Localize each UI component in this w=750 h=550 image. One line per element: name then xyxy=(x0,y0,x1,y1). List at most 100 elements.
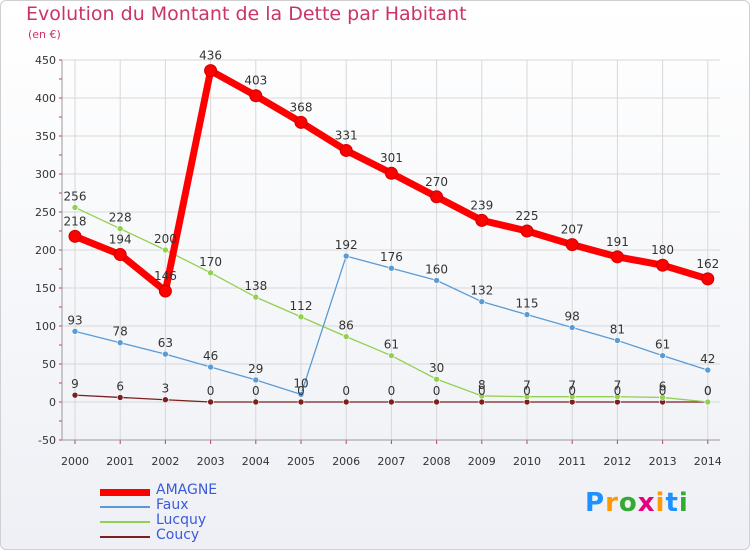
data-label-amagne: 146 xyxy=(154,269,177,283)
data-label-amagne: 191 xyxy=(606,235,629,249)
data-point-lucquy xyxy=(478,392,486,400)
data-label-lucquy: 228 xyxy=(109,211,132,225)
data-label-faux: 10 xyxy=(293,376,308,390)
data-point-faux xyxy=(297,391,305,398)
data-label-amagne: 239 xyxy=(470,198,493,212)
data-label-amagne: 180 xyxy=(651,243,674,257)
data-label-lucquy: 30 xyxy=(429,361,444,375)
data-label-lucquy: 200 xyxy=(154,232,177,246)
data-point-faux xyxy=(116,339,124,347)
x-tick-label: 2002 xyxy=(151,455,179,468)
x-tick-label: 2003 xyxy=(197,455,225,468)
data-point-coucy xyxy=(71,391,79,399)
data-label-lucquy: 112 xyxy=(290,299,313,313)
data-label-coucy: 0 xyxy=(568,384,576,398)
data-label-lucquy: 61 xyxy=(384,338,399,352)
x-tick-label: 2007 xyxy=(377,455,405,468)
data-point-lucquy xyxy=(297,313,305,321)
data-label-amagne: 162 xyxy=(696,257,719,271)
data-point-amagne xyxy=(565,238,579,252)
x-tick-label: 2014 xyxy=(694,455,722,468)
data-label-coucy: 0 xyxy=(614,384,622,398)
data-point-lucquy xyxy=(342,333,350,340)
data-label-faux: 115 xyxy=(516,297,539,311)
data-label-amagne: 403 xyxy=(244,74,267,88)
data-labels: 2181941464364033683313012702392252071911… xyxy=(64,49,720,398)
data-label-coucy: 3 xyxy=(162,382,170,396)
data-label-coucy: 0 xyxy=(252,384,260,398)
data-label-faux: 29 xyxy=(248,362,263,376)
data-point-amagne xyxy=(520,224,534,238)
data-label-lucquy: 86 xyxy=(339,319,354,333)
data-point-amagne xyxy=(384,166,398,180)
data-point-lucquy xyxy=(523,393,531,400)
data-point-coucy xyxy=(207,398,214,406)
data-point-lucquy xyxy=(704,398,712,406)
legend-label: Lucquy xyxy=(156,512,207,528)
data-point-coucy xyxy=(162,396,169,404)
data-point-faux xyxy=(478,298,486,305)
data-label-lucquy: 7 xyxy=(568,379,576,393)
data-point-amagne xyxy=(610,250,624,264)
data-label-amagne: 218 xyxy=(64,214,87,228)
y-tick-label: 50 xyxy=(42,358,56,371)
y-tick-label: 200 xyxy=(35,244,56,257)
data-label-faux: 81 xyxy=(610,322,625,336)
data-point-coucy xyxy=(252,398,260,406)
legend-swatch xyxy=(100,521,150,523)
series-lines xyxy=(68,64,715,406)
data-point-amagne xyxy=(68,229,82,243)
proxiti-logo: Proxiti xyxy=(585,488,689,518)
legend-swatch xyxy=(100,506,150,508)
chart-title: Evolution du Montant de la Dette par Hab… xyxy=(26,3,467,25)
data-point-coucy xyxy=(342,398,350,406)
x-tick-label: 2012 xyxy=(603,455,631,468)
y-tick-label: 400 xyxy=(35,92,56,105)
x-tick-label: 2000 xyxy=(61,455,89,468)
data-label-lucquy: 7 xyxy=(523,379,531,393)
data-label-coucy: 0 xyxy=(207,384,215,398)
data-point-amagne xyxy=(294,115,308,129)
data-label-amagne: 436 xyxy=(199,49,222,63)
data-point-faux xyxy=(614,337,621,344)
data-point-lucquy xyxy=(568,393,576,400)
data-label-lucquy: 170 xyxy=(199,255,222,269)
y-tick-label: 100 xyxy=(35,320,56,333)
data-label-lucquy: 7 xyxy=(614,379,622,393)
data-point-amagne xyxy=(113,248,127,262)
x-tick-label: 2010 xyxy=(513,455,541,468)
data-point-faux xyxy=(342,252,350,260)
legend-item-lucquy: Lucquy xyxy=(100,512,300,529)
logo-letter: r xyxy=(605,488,619,518)
data-point-amagne xyxy=(339,143,353,157)
logo-letter: i xyxy=(655,488,666,518)
legend-item-faux: Faux xyxy=(100,497,300,514)
data-label-lucquy: 8 xyxy=(478,378,486,392)
y-tick-label: 300 xyxy=(35,168,56,181)
x-tick-label: 2008 xyxy=(423,455,451,468)
x-tick-label: 2011 xyxy=(558,455,586,468)
data-point-faux xyxy=(659,352,666,359)
y-tick-label: 350 xyxy=(35,130,56,143)
y-tick-label: 150 xyxy=(35,282,56,295)
data-point-lucquy xyxy=(433,375,440,383)
data-label-coucy: 0 xyxy=(388,384,396,398)
data-label-faux: 46 xyxy=(203,349,218,363)
legend-label: AMAGNE xyxy=(156,482,218,498)
logo-letter: x xyxy=(637,488,656,518)
data-label-amagne: 270 xyxy=(425,175,448,189)
data-point-faux xyxy=(568,324,576,331)
legend-item-coucy: Coucy xyxy=(100,527,300,544)
data-point-amagne xyxy=(701,272,715,286)
data-label-faux: 63 xyxy=(158,336,173,350)
y-tick-label: 450 xyxy=(35,54,56,67)
data-point-faux xyxy=(523,311,531,318)
data-point-amagne xyxy=(249,89,263,103)
legend-swatch xyxy=(100,536,150,538)
data-point-coucy xyxy=(388,398,395,406)
y-tick-label: -50 xyxy=(38,434,56,447)
data-label-coucy: 0 xyxy=(704,384,712,398)
unit-label: (en €) xyxy=(28,28,61,41)
